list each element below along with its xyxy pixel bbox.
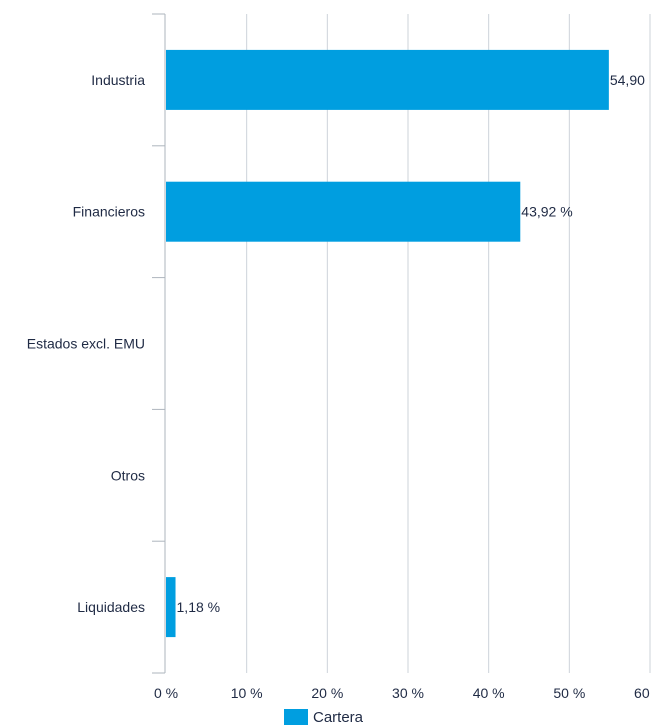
x-tick-label: 40 % [473, 685, 505, 701]
legend-label-cartera: Cartera [313, 709, 364, 725]
category-label: Otros [111, 467, 145, 483]
grid-lines [246, 14, 651, 673]
data-label: 54,90 [610, 72, 645, 88]
bars [166, 49, 609, 638]
x-tick-label: 30 % [392, 685, 424, 701]
legend: Cartera [284, 709, 364, 725]
legend-swatch-cartera [284, 709, 308, 725]
x-tick-label: 10 % [231, 685, 263, 701]
bar-industria[interactable] [166, 49, 609, 110]
category-label: Estados excl. EMU [27, 336, 145, 352]
x-tick-label: 50 % [553, 685, 585, 701]
category-label: Financieros [73, 204, 145, 220]
category-label: Liquidades [77, 599, 145, 615]
labels: 0 % 10 % 20 % 30 % 40 % 50 % 60 % Industria 54,9… [27, 72, 653, 701]
axis [152, 13, 166, 674]
x-tick-label: 60 % [634, 685, 653, 701]
bar-financieros[interactable] [166, 181, 521, 242]
data-label: 43,92 % [521, 204, 572, 220]
category-label: Industria [91, 72, 145, 88]
bar-liquidades[interactable] [166, 577, 176, 638]
x-tick-label: 0 % [154, 685, 178, 701]
data-label: 1,18 % [177, 599, 221, 615]
x-tick-label: 20 % [311, 685, 343, 701]
